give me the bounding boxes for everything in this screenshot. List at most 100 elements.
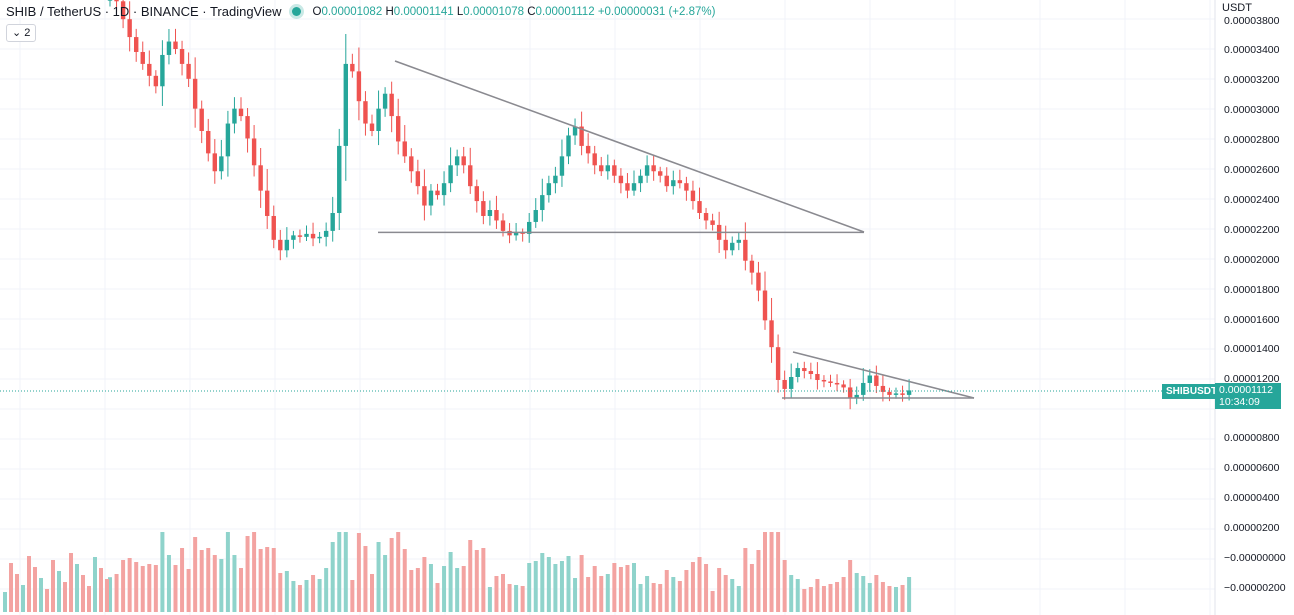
volume-bar [658, 584, 663, 612]
candle-body [369, 123, 375, 131]
candle-body [802, 368, 807, 372]
candle-body [769, 320, 774, 348]
candle-body [140, 51, 145, 64]
candle-body [690, 190, 696, 202]
volume-bar [546, 557, 551, 612]
candle-body [356, 71, 362, 102]
candle-body [527, 221, 532, 234]
candle-body [579, 126, 584, 146]
volume-bar [645, 576, 650, 612]
volume-bar [415, 568, 420, 612]
volume-bar [350, 580, 355, 612]
candle-body [808, 371, 814, 375]
volume-bar [160, 532, 165, 612]
volume-bar [271, 548, 276, 612]
volume-bars [3, 532, 912, 612]
volume-bar [63, 582, 67, 612]
volume-bar [520, 586, 525, 612]
candle-body [762, 290, 768, 321]
candle-body [212, 153, 217, 172]
candle-body [559, 156, 565, 176]
candle-body [297, 235, 303, 237]
volume-bar [677, 581, 682, 612]
candle-body [743, 239, 748, 261]
candle-body [382, 93, 388, 109]
candle-body [120, 1, 126, 20]
volume-bar [324, 568, 329, 612]
candle-body [284, 239, 290, 251]
volume-bar [494, 576, 499, 612]
volume-bar [821, 586, 826, 612]
volume-bar [304, 580, 309, 612]
candle-body [533, 210, 538, 222]
candle-body [415, 171, 421, 187]
volume-bar [93, 557, 97, 612]
price-axis-label: 0.00003800 [1224, 15, 1280, 27]
candle-body [572, 126, 578, 136]
volume-bar [540, 553, 545, 612]
volume-bar [297, 585, 302, 612]
volume-bar [854, 573, 859, 612]
volume-bar [756, 550, 761, 612]
candle-body [893, 393, 899, 395]
volume-bar [664, 570, 669, 612]
volume-bar [147, 564, 152, 612]
candle-body [441, 183, 447, 196]
price-axis-label: 0.00001800 [1224, 284, 1280, 296]
candle-body [834, 382, 840, 385]
price-axis-label: 0.00003000 [1224, 104, 1280, 116]
volume-bar [586, 577, 591, 612]
candle-body [147, 63, 152, 76]
volume-bar [389, 538, 394, 612]
price-axis-label: 0.00003200 [1224, 74, 1280, 86]
volume-bar [422, 557, 427, 612]
price-axis-label: −0.00000000 [1224, 552, 1286, 564]
volume-bar [376, 542, 381, 612]
candle-body [664, 175, 669, 187]
volume-bar [199, 550, 204, 612]
volume-bar [697, 557, 702, 612]
candle-body [821, 379, 827, 382]
candle-body [540, 195, 545, 211]
volume-bar [874, 575, 879, 612]
candle-body [343, 63, 348, 146]
volume-bar [153, 565, 158, 612]
volume-bar [808, 587, 813, 612]
candle-body [225, 123, 231, 157]
candle-body [317, 236, 322, 239]
volume-bar [815, 579, 820, 612]
candle-body [874, 375, 879, 386]
candle-body [396, 116, 401, 142]
candle-body [658, 171, 663, 176]
volume-bar [461, 566, 466, 612]
volume-bar [730, 579, 735, 612]
candle-body [107, 0, 113, 1]
candle-body [363, 101, 368, 124]
candle-body [592, 153, 597, 166]
volume-bar [356, 533, 361, 612]
price-axis-label: 0.00000600 [1224, 462, 1280, 474]
candle-body [815, 374, 820, 380]
volume-bar [828, 584, 833, 612]
volume-bar [690, 562, 695, 612]
candle-body [402, 141, 407, 157]
volume-bar [105, 579, 109, 612]
candle-body [166, 41, 172, 55]
volume-bar [894, 587, 898, 612]
volume-bar [127, 558, 132, 612]
volume-bar [671, 577, 676, 612]
candle-body [337, 145, 342, 213]
currency-unit-label[interactable]: USDT [1222, 2, 1252, 14]
volume-bar [409, 570, 414, 612]
volume-bar [69, 553, 73, 612]
indicator-toggle-button[interactable]: ⌄ 2 [6, 24, 37, 42]
candle-body [749, 260, 755, 273]
symbol-title[interactable]: SHIB / TetherUS · 1D · BINANCE · Trading… [6, 4, 282, 19]
candle-body [192, 78, 198, 109]
price-axis-label: 0.00001200 [1224, 373, 1280, 385]
volume-bar [848, 560, 853, 612]
volume-bar [533, 561, 538, 612]
chart-header: SHIB / TetherUS · 1D · BINANCE · Trading… [6, 4, 715, 19]
price-axis-label: 0.00000200 [1224, 522, 1280, 534]
